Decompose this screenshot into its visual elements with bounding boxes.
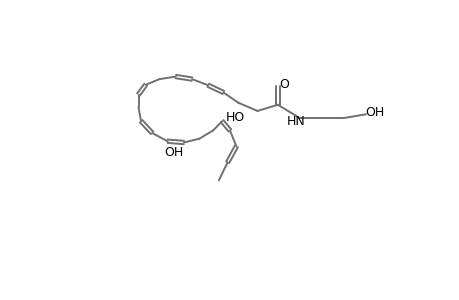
Text: OH: OH	[364, 106, 383, 119]
Text: O: O	[279, 78, 289, 91]
Text: HO: HO	[225, 111, 244, 124]
Text: HN: HN	[285, 115, 304, 128]
Text: OH: OH	[164, 146, 184, 159]
